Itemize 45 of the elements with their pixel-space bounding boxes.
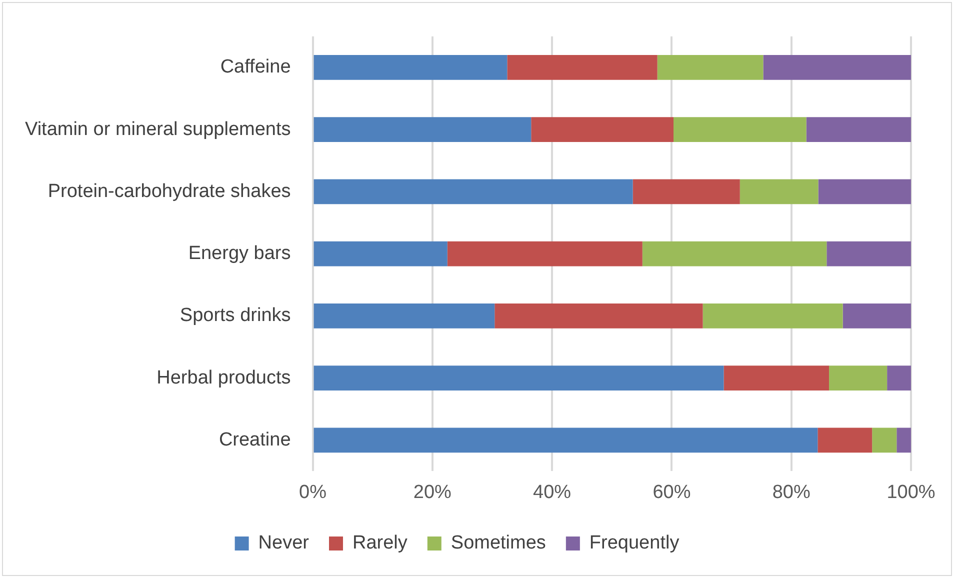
- bar: [702, 303, 843, 328]
- x-tick-label: 80%: [772, 482, 810, 503]
- legend-label: Sometimes: [450, 532, 546, 554]
- x-tick-label: 0%: [299, 482, 327, 503]
- y-tick-label: Protein-carbohydrate shakes: [48, 180, 291, 202]
- bar: [314, 428, 818, 453]
- y-tick-label: Creatine: [218, 429, 291, 450]
- bar: [887, 366, 911, 390]
- y-tick-label: Energy bars: [188, 243, 291, 264]
- y-tick-label: Sports drinks: [180, 305, 291, 326]
- y-tick-label: Caffeine: [220, 56, 291, 78]
- bar: [657, 55, 764, 80]
- bar: [829, 366, 888, 390]
- bar: [872, 428, 897, 453]
- y-tick-label: Vitamin or mineral supplements: [24, 118, 291, 140]
- legend-label: Never: [258, 532, 310, 554]
- bar: [314, 117, 532, 142]
- bar: [740, 179, 818, 204]
- bar: [724, 366, 830, 390]
- bar: [842, 303, 911, 328]
- bar: [494, 303, 703, 328]
- bar: [642, 241, 827, 266]
- bar: [896, 428, 911, 453]
- bar: [826, 241, 911, 266]
- bar: [314, 366, 724, 390]
- bar: [314, 241, 448, 266]
- bar: [818, 179, 911, 204]
- bar: [674, 117, 806, 142]
- bar: [531, 117, 674, 142]
- x-tick-label: 60%: [652, 482, 691, 503]
- bar: [314, 303, 495, 328]
- x-tick-label: 40%: [533, 482, 572, 503]
- x-tick-label: 100%: [886, 482, 936, 503]
- bar: [314, 179, 633, 204]
- y-tick-label: Herbal products: [156, 367, 291, 388]
- legend-label: Rarely: [352, 532, 408, 554]
- bar: [763, 55, 911, 80]
- bar: [447, 241, 642, 266]
- bar: [806, 117, 911, 142]
- bar: [818, 428, 872, 453]
- bar: [632, 179, 740, 204]
- bar: [314, 55, 508, 80]
- legend-label: Frequently: [589, 532, 680, 554]
- x-tick-label: 20%: [413, 482, 452, 503]
- bar: [507, 55, 658, 80]
